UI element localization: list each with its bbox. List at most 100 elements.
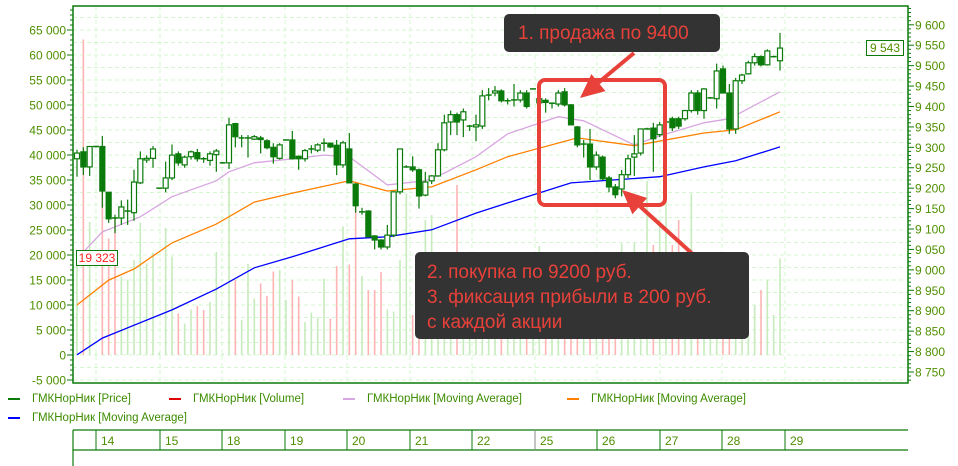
- moving-average-line-2: [76, 111, 781, 306]
- candle: [124, 199, 131, 225]
- right-axis-label: 9 000: [915, 263, 945, 277]
- legend-item-ma-1[interactable]: ГМКНорНик [Moving Average]: [343, 393, 522, 405]
- candle: [112, 214, 118, 234]
- candle: [270, 143, 277, 164]
- candle: [707, 97, 714, 99]
- candle-body: [757, 56, 765, 66]
- left-axis-label: 5 000: [36, 324, 66, 338]
- candle: [86, 145, 93, 176]
- candle-body: [764, 50, 771, 66]
- candle: [263, 139, 271, 150]
- candle-body: [181, 156, 188, 166]
- sell-arrow-head: [580, 74, 606, 98]
- candle-body: [498, 90, 505, 102]
- candle: [511, 84, 517, 107]
- legend-item-volume[interactable]: ГМКНорНик [Volume]: [169, 393, 304, 405]
- right-axis-label: 8 750: [915, 365, 945, 379]
- candle-body: [149, 148, 157, 159]
- legend-swatch: [8, 398, 20, 400]
- legend-swatch: [343, 398, 355, 400]
- candle: [776, 32, 784, 71]
- candle: [694, 90, 701, 115]
- candle-body: [738, 74, 746, 82]
- candle: [377, 239, 385, 250]
- candle: [352, 183, 359, 213]
- candle-body: [434, 149, 442, 177]
- candle: [491, 86, 499, 97]
- date-label: 21: [415, 434, 429, 448]
- right-axis-label: 9 550: [915, 39, 945, 53]
- last-price-label: 9 543: [866, 40, 904, 56]
- candle: [567, 104, 575, 126]
- candle: [751, 53, 758, 66]
- candle: [232, 122, 239, 148]
- legend-item-price[interactable]: ГМКНорНик [Price]: [8, 393, 131, 405]
- candle-body: [732, 80, 739, 130]
- candle-body: [726, 92, 733, 130]
- candle: [700, 88, 708, 119]
- sell-arrow-shaft: [597, 51, 636, 85]
- candle-body: [618, 174, 625, 190]
- candle: [650, 122, 657, 172]
- candle-body: [352, 183, 359, 207]
- candle: [726, 84, 733, 134]
- candle: [605, 175, 613, 193]
- left-axis-label: 65 000: [29, 24, 66, 38]
- right-axis-label: 9 450: [915, 80, 945, 94]
- candle-body: [175, 153, 182, 164]
- candle: [321, 138, 327, 152]
- candle: [517, 90, 524, 103]
- candle: [409, 156, 416, 172]
- candle-body: [415, 169, 423, 197]
- candle-body: [365, 210, 372, 238]
- candle-body: [574, 126, 581, 146]
- candle-body: [447, 114, 454, 123]
- date-label: 26: [602, 434, 616, 448]
- legend-item-ma-2[interactable]: ГМКНорНик [Moving Average]: [567, 393, 746, 405]
- candle-body: [130, 181, 138, 214]
- candle: [314, 143, 321, 153]
- left-axis-label: 35 000: [29, 174, 66, 188]
- buy-arrow-head: [622, 190, 648, 215]
- candle: [732, 77, 739, 134]
- candle: [764, 49, 771, 66]
- candle: [118, 200, 125, 225]
- candle: [359, 207, 365, 215]
- candle: [555, 90, 562, 107]
- candle: [637, 128, 644, 156]
- right-axis-label: 9 100: [915, 223, 945, 237]
- candle: [523, 90, 530, 109]
- candle: [365, 210, 372, 238]
- candle: [213, 148, 220, 172]
- candle: [130, 169, 138, 221]
- candle-body: [517, 92, 524, 101]
- candle-body: [555, 92, 562, 105]
- candle-body: [99, 145, 106, 192]
- candle: [251, 135, 258, 140]
- candle: [656, 122, 663, 138]
- candle-body: [137, 158, 144, 184]
- candle: [194, 148, 201, 162]
- candle: [238, 135, 245, 148]
- legend-item-ma-3[interactable]: ГМКНорНик [Moving Average]: [8, 412, 187, 424]
- right-axis-label: 9 500: [915, 59, 945, 73]
- candle-body: [118, 206, 125, 219]
- candle-body: [745, 62, 752, 75]
- candle-body: [206, 153, 214, 161]
- candle: [599, 155, 606, 180]
- candle: [384, 224, 391, 250]
- left-axis-label: 45 000: [29, 124, 66, 138]
- right-axis-label: 8 900: [915, 304, 945, 318]
- candle: [434, 143, 442, 177]
- candle: [472, 114, 480, 142]
- left-axis-label: -5 000: [32, 374, 66, 388]
- moving-average-line-1: [76, 91, 781, 260]
- candle: [485, 88, 492, 101]
- left-axis-label: 55 000: [29, 74, 66, 88]
- buy-annotation-line-1: 2. покупка по 9200 руб.: [427, 262, 632, 283]
- date-label: 27: [665, 434, 679, 448]
- candle: [80, 147, 87, 176]
- candle-body: [377, 239, 385, 248]
- candle-body: [194, 152, 201, 160]
